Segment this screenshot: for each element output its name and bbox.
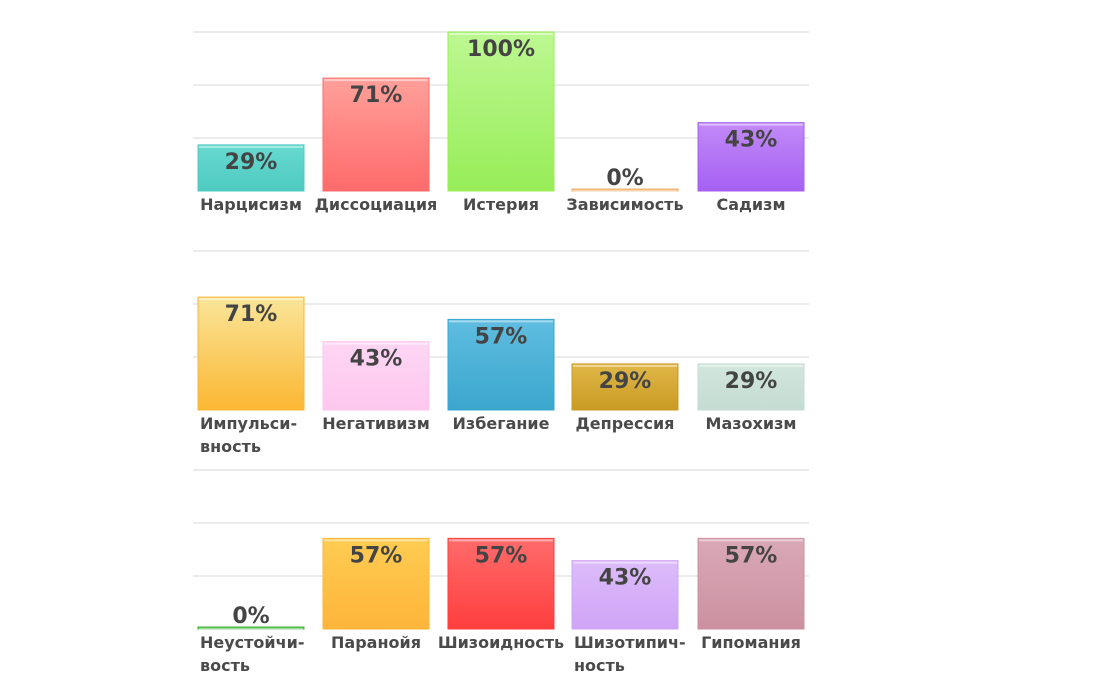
bar-highlight <box>324 539 428 542</box>
bar <box>697 122 805 192</box>
data-label: 57% <box>350 543 403 568</box>
bar-highlight <box>699 364 803 367</box>
bar-highlight <box>573 561 677 564</box>
tick-label: Диссоциация <box>315 195 438 214</box>
bar <box>197 144 305 192</box>
bar-highlight <box>573 364 677 367</box>
tick-label: вость <box>200 656 250 675</box>
data-label: 43% <box>599 566 652 591</box>
bar-highlight <box>199 628 303 630</box>
bar-highlight <box>699 123 803 126</box>
bar-highlight <box>449 33 553 35</box>
data-label: 71% <box>350 83 403 108</box>
bar-highlight <box>199 298 303 301</box>
tick-label: Зависимость <box>566 195 683 214</box>
tick-label: Избегание <box>453 414 550 433</box>
data-label: 29% <box>725 369 778 394</box>
bar-highlight <box>449 320 553 323</box>
data-label: 57% <box>725 543 778 568</box>
data-label: 0% <box>232 604 269 629</box>
tick-label: Импульси- <box>200 414 297 433</box>
chart-panel-1: 29% Нарцисизм 71% Диссоциация 100% Истерия 0% З… <box>193 31 809 214</box>
bar <box>447 318 555 411</box>
data-label: 29% <box>599 369 652 394</box>
tick-label: Нарцисизм <box>200 195 302 214</box>
tick-label: Негативизм <box>322 414 430 433</box>
bar-highlight <box>324 342 428 345</box>
tick-label: Шизотипич- <box>574 633 686 652</box>
tick-label: Неустойчи- <box>200 633 304 652</box>
bar <box>322 537 430 630</box>
bar-highlight <box>449 539 553 542</box>
bar-highlight <box>199 145 303 148</box>
bar <box>571 188 679 192</box>
bar <box>697 363 805 411</box>
data-label: 71% <box>225 302 278 327</box>
data-label: 57% <box>475 324 528 349</box>
bar <box>571 560 679 630</box>
tick-label: Истерия <box>463 195 539 214</box>
tick-label: Мазохизм <box>706 414 797 433</box>
bar-highlight <box>324 79 428 82</box>
tick-label: Садизм <box>716 195 785 214</box>
tick-label: Депрессия <box>576 414 675 433</box>
bar <box>447 537 555 630</box>
bar <box>322 341 430 411</box>
bar <box>197 296 305 411</box>
data-label: 43% <box>350 347 403 372</box>
chart-panel-2: 71% Импульси-вность 43% Негативизм 57% Избега… <box>193 250 809 456</box>
bar <box>697 537 805 630</box>
data-label: 100% <box>467 37 535 62</box>
bar <box>322 77 430 192</box>
bar <box>197 626 305 630</box>
bar <box>447 31 555 192</box>
tick-label: Шизоидность <box>438 633 564 652</box>
data-label: 29% <box>225 150 278 175</box>
bar-highlight <box>699 539 803 542</box>
chart-panel-3: 0% Неустойчи-вость 57% Паранойя 57% Шизоиднос… <box>193 469 809 675</box>
bar-highlight <box>573 190 677 192</box>
data-label: 43% <box>725 128 778 153</box>
tick-label: ность <box>574 656 625 675</box>
tick-label: Гипомания <box>701 633 801 652</box>
data-label: 0% <box>606 166 643 191</box>
tick-label: вность <box>200 437 261 456</box>
tick-label: Паранойя <box>331 633 421 652</box>
bar <box>571 363 679 411</box>
data-label: 57% <box>475 543 528 568</box>
